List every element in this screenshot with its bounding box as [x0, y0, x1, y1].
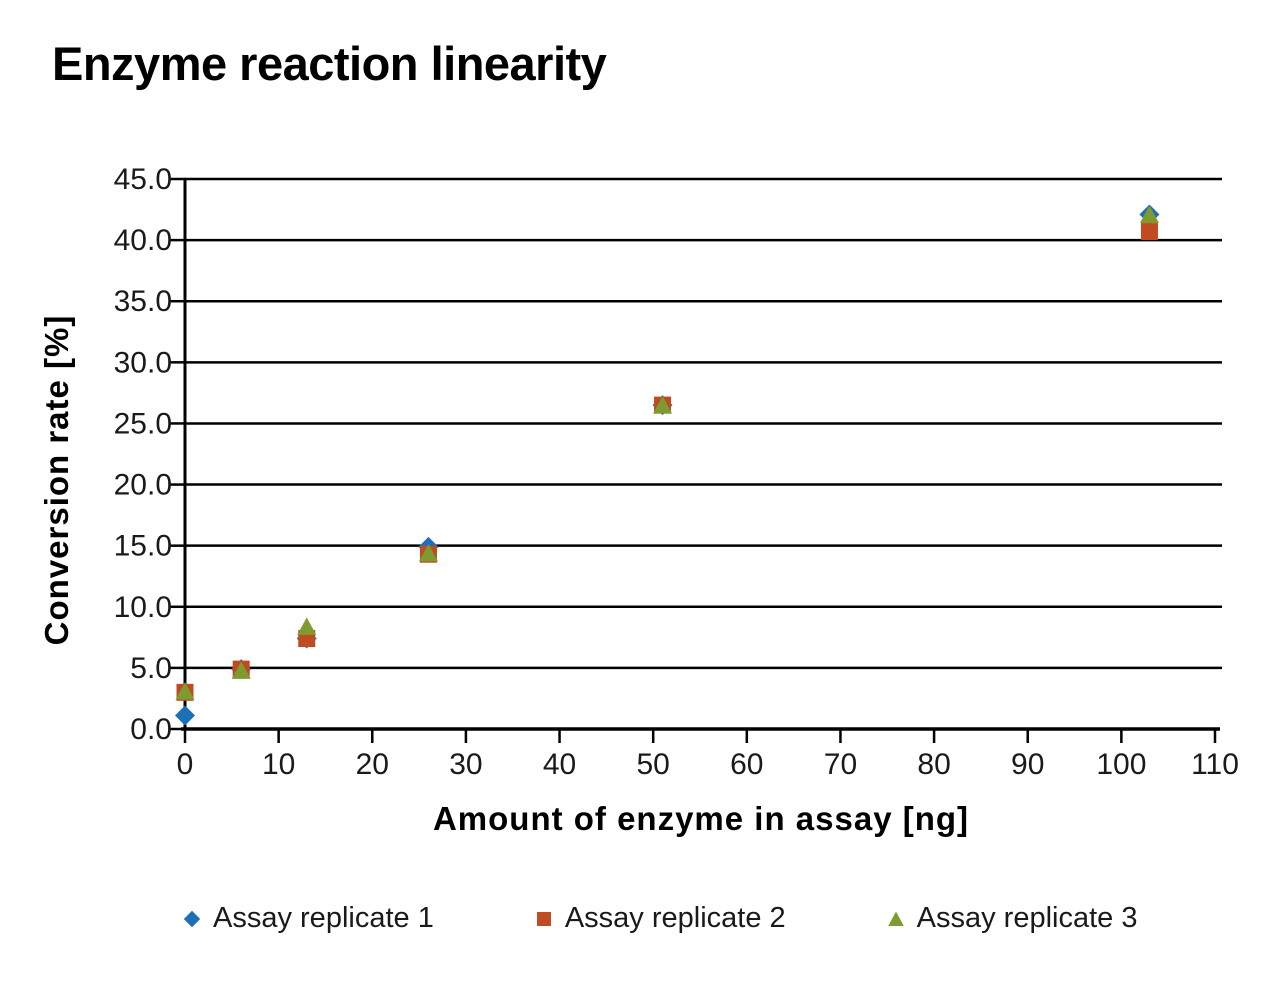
- x-tick-label: 80: [917, 748, 950, 781]
- x-tick-label: 100: [1096, 748, 1146, 781]
- marker-assay-replicate-2: [1140, 223, 1158, 241]
- marker-assay-replicate-3: [231, 661, 251, 679]
- y-tick-label: 0.0: [130, 713, 172, 746]
- legend-item-replicate-2: Assay replicate 2: [532, 902, 786, 935]
- legend-triangle: [887, 911, 904, 926]
- legend-diamond: [183, 910, 201, 927]
- marker-assay-replicate-3: [175, 682, 195, 700]
- diamond-icon: [180, 907, 204, 931]
- marker-assay-replicate-3: [653, 396, 673, 414]
- x-tick-label: 60: [730, 748, 763, 781]
- x-tick-label: 20: [356, 748, 389, 781]
- axes: 0.0 5.0 10.0 15.0 20.0 25.0 30.0 35.0 40.0 45.0 0 1…: [114, 163, 1239, 781]
- y-tick-label: 10.0: [114, 591, 172, 624]
- x-tick-label: 70: [824, 748, 857, 781]
- gridlines: [185, 177, 1222, 670]
- x-tick-label: 110: [1191, 748, 1239, 781]
- marker-assay-replicate-3: [1139, 205, 1159, 223]
- chart-title: Enzyme reaction linearity: [52, 37, 607, 90]
- y-tick-label: 15.0: [114, 530, 172, 563]
- y-tick-label: 20.0: [114, 469, 172, 502]
- x-tick-label: 50: [636, 748, 669, 781]
- x-tick-label: 30: [449, 748, 482, 781]
- legend-label: Assay replicate 1: [213, 902, 434, 934]
- y-tick-label: 30.0: [114, 346, 172, 379]
- marker-assay-replicate-1: [175, 705, 195, 726]
- square-icon: [532, 907, 556, 931]
- triangle-icon: [884, 907, 908, 931]
- legend-label: Assay replicate 3: [916, 902, 1138, 934]
- x-tick-label: 10: [262, 748, 295, 781]
- marker-assay-replicate-3: [297, 617, 317, 635]
- legend-label: Assay replicate 2: [564, 902, 786, 934]
- y-tick-label: 45.0: [114, 163, 172, 196]
- x-tick-label: 0: [177, 748, 194, 781]
- y-tick-label: 25.0: [114, 407, 172, 440]
- y-tick-label: 35.0: [114, 285, 172, 318]
- marker-assay-replicate-3: [418, 544, 438, 562]
- x-tick-label: 40: [543, 748, 576, 781]
- legend-item-replicate-1: Assay replicate 1: [180, 902, 434, 935]
- legend-square: [536, 911, 551, 926]
- y-tick-label: 5.0: [130, 652, 172, 685]
- y-axis-title: Conversion rate [%]: [38, 315, 75, 646]
- x-axis-title: Amount of enzyme in assay [ng]: [433, 800, 969, 837]
- legend-item-replicate-3: Assay replicate 3: [884, 902, 1138, 935]
- y-tick-label: 40.0: [114, 224, 172, 257]
- scatter-plot: 0.0 5.0 10.0 15.0 20.0 25.0 30.0 35.0 40.0 45.0 0 1…: [38, 163, 1239, 837]
- chart-legend: Assay replicate 1 Assay replicate 2 Assa…: [180, 902, 1137, 935]
- x-tick-label: 90: [1011, 748, 1044, 781]
- data-points: [175, 204, 1160, 726]
